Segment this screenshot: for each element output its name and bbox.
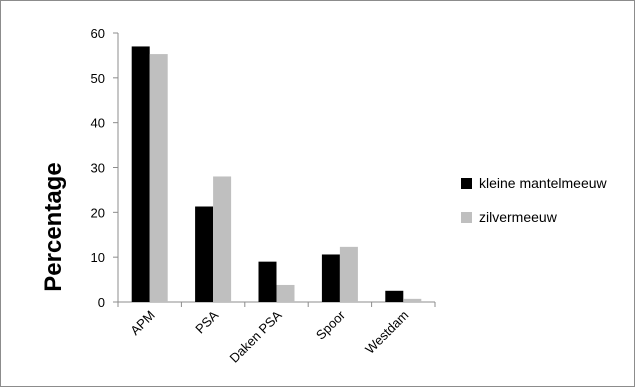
y-tick-label: 50 [91,71,105,86]
legend-swatch [461,212,472,223]
y-tick-label: 60 [91,26,105,41]
bar [258,261,277,302]
x-tick-label: PSA [192,307,221,336]
bar [149,54,168,302]
y-tick-label: 30 [91,161,105,176]
y-tick-label: 40 [91,116,105,131]
x-tick-label: Westdam [362,308,411,357]
legend-swatch [461,178,472,189]
bar [385,290,404,302]
bar [131,46,150,303]
bar [339,246,358,302]
legend: kleine mantelmeeuw zilvermeeuw [461,175,608,225]
x-tick-label: APM [127,308,158,339]
bar [321,254,340,302]
y-tick-label: 20 [91,205,105,220]
x-tick-label: Daken PSA [226,307,284,365]
y-axis-label: Percentage [40,162,67,291]
y-tick-label: 0 [98,295,105,310]
x-tick-label: Spoor [313,307,349,343]
bars [131,46,422,303]
bar [403,298,422,302]
bar [195,206,214,302]
bar [276,284,295,302]
legend-label: zilvermeeuw [479,209,558,225]
bar [213,176,232,302]
legend-label: kleine mantelmeeuw [479,175,608,191]
y-tick-label: 10 [91,250,105,265]
